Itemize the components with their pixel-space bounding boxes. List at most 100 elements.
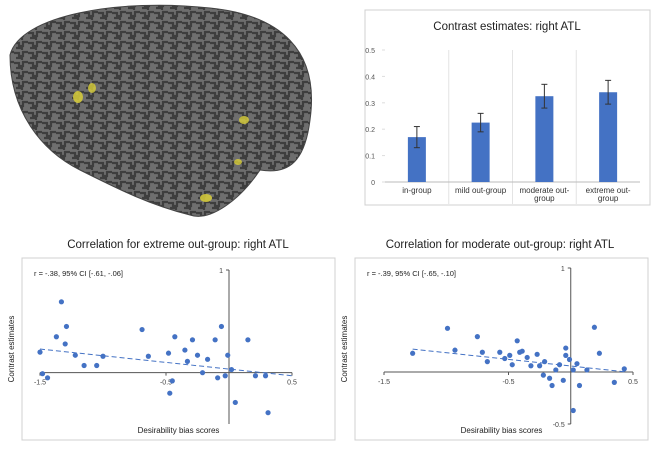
scatter-point <box>58 299 65 305</box>
scatter-point <box>621 366 627 372</box>
scatter-point <box>212 337 218 343</box>
y-tick-label: 1 <box>219 268 223 275</box>
scatter-point <box>410 350 416 356</box>
scatter-point <box>556 362 563 368</box>
scatter-point <box>570 367 576 373</box>
scatter-point <box>509 362 515 368</box>
scatter-point <box>502 355 508 362</box>
scatter-point <box>184 358 191 364</box>
annotation: r = -.38, 95% CI [-.61, -.06] <box>34 269 123 278</box>
scatter-point <box>444 325 451 331</box>
scatter-point <box>534 351 540 357</box>
bar <box>535 96 554 182</box>
x-tick-label: 0.5 <box>628 379 638 386</box>
y-axis-label: Contrast estimates <box>7 316 16 383</box>
scatter-point <box>182 347 188 353</box>
scatter-point <box>39 371 46 377</box>
x-tick-label: extreme out-group <box>585 186 631 203</box>
scatter-point <box>566 356 573 363</box>
chart-title: Correlation for extreme out-group: right… <box>67 239 289 251</box>
scatter-point <box>222 373 228 379</box>
scatter-point <box>62 341 68 347</box>
scatter-point <box>563 352 569 358</box>
scatter-point <box>563 345 569 351</box>
scatter-point <box>484 359 490 365</box>
scatter-point <box>139 326 145 333</box>
scatter-point <box>100 353 106 359</box>
scatter-point <box>474 334 480 340</box>
scatter-point <box>570 407 576 414</box>
scatter-point <box>37 349 43 355</box>
scatter-point <box>81 362 87 369</box>
scatter-point <box>232 399 238 406</box>
bar <box>471 122 490 182</box>
scatter-point <box>549 382 555 389</box>
scatter-point <box>514 338 520 344</box>
x-tick-label: -0.5 <box>502 379 514 386</box>
x-axis-label: Desirability bias scores <box>138 426 220 435</box>
x-tick-label: -1.5 <box>378 379 390 386</box>
scatter-point <box>169 378 175 384</box>
scatter-point <box>145 353 151 359</box>
scatter-point <box>452 347 458 353</box>
y-tick-label: 1 <box>561 266 565 273</box>
x-tick-label: -1.5 <box>34 380 46 387</box>
scatter-point <box>574 361 580 367</box>
bar <box>599 92 618 182</box>
scatter-point <box>94 362 100 369</box>
y-tick-label: 0.5 <box>365 48 375 55</box>
x-tick-label: in-group <box>402 186 432 195</box>
scatter-point <box>265 410 271 416</box>
scatter-point <box>262 373 269 379</box>
x-tick-label: mild out-group <box>455 186 507 195</box>
y-tick-label: 0.3 <box>365 101 375 108</box>
chart-title: Contrast estimates: right ATL <box>433 21 581 33</box>
scatter-point <box>546 375 553 381</box>
scatter-point <box>507 352 513 358</box>
scatter-point <box>611 379 617 385</box>
scatter-point <box>540 372 546 378</box>
scatter-point <box>245 337 251 343</box>
x-axis-label: Desirability bias scores <box>461 426 543 435</box>
scatter-point <box>172 334 178 340</box>
scatter-point <box>479 349 485 355</box>
chart-title: Correlation for moderate out-group: righ… <box>386 239 615 251</box>
scatter-point <box>44 375 51 381</box>
y-tick-label: 0 <box>371 180 375 187</box>
scatter-point <box>194 352 201 358</box>
scatter-point <box>199 370 206 376</box>
scatter-frame <box>21 257 336 441</box>
scatter-point <box>63 323 70 330</box>
annotation: r = -.39, 95% CI [-.65, -.10] <box>367 269 456 278</box>
y-axis-label: Contrast estimates <box>340 316 349 383</box>
scatter-point <box>576 382 583 389</box>
scatter-point <box>53 334 59 340</box>
scatter-point <box>165 350 172 356</box>
scatter-frame <box>354 257 649 441</box>
scatter-point <box>524 354 530 361</box>
scatter-point <box>228 366 235 373</box>
x-tick-label: -0.5 <box>160 380 172 387</box>
bar <box>407 137 426 182</box>
scatter-point <box>497 349 503 355</box>
scatter-point <box>252 373 259 379</box>
brain-image <box>9 4 312 217</box>
scatter-point <box>189 337 196 343</box>
scatter-point <box>204 356 211 362</box>
scatter-point <box>225 352 231 358</box>
y-tick-label: 0.1 <box>365 154 375 161</box>
scatter-point <box>72 352 78 358</box>
scatter-point <box>553 367 559 373</box>
scatter-point <box>537 363 543 369</box>
scatter-point <box>584 367 590 373</box>
scatter-point <box>215 375 221 381</box>
scatter-point <box>167 390 173 396</box>
scatter-point <box>528 363 534 369</box>
scatter-point <box>560 377 566 383</box>
y-tick-label: -0.5 <box>553 422 565 429</box>
x-tick-label: 0.5 <box>287 380 297 387</box>
scatter-point <box>596 350 602 356</box>
scatter-point <box>591 324 598 330</box>
trend-line <box>412 348 627 373</box>
